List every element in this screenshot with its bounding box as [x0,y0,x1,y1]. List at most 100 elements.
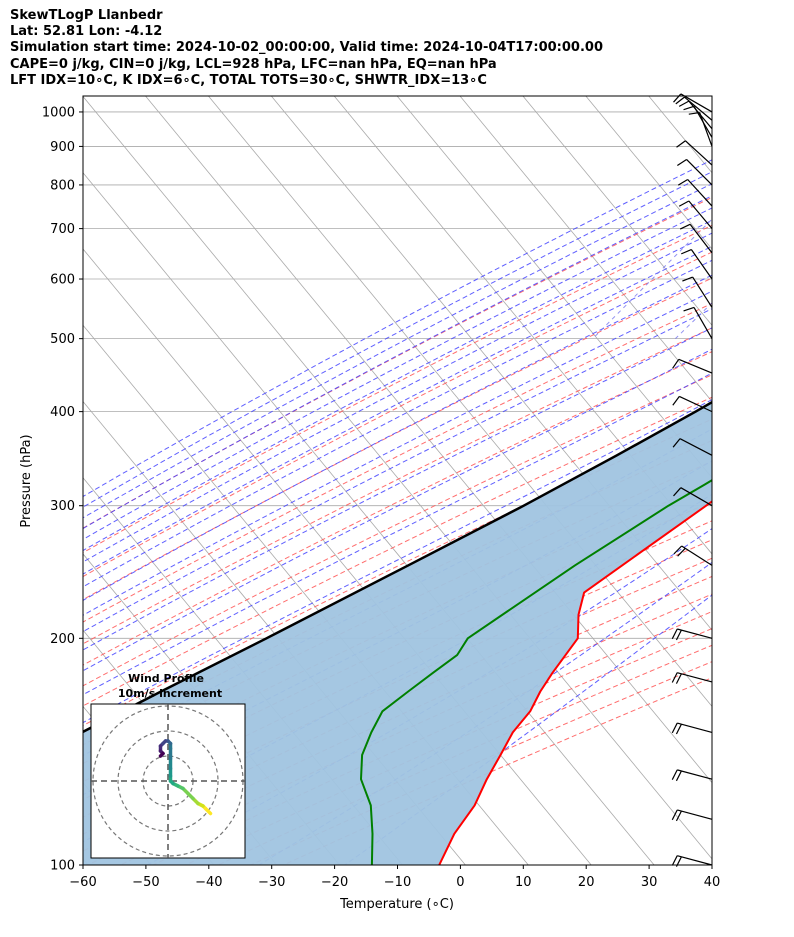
wind-barb-flag [678,200,690,207]
dry-adiabat-line [83,539,712,835]
wind-barb [677,178,713,207]
wind-barb [673,93,713,113]
time-line: Simulation start time: 2024-10-02_00:00:… [10,40,603,55]
x-tick-label: −20 [321,875,348,890]
wind-barb-staff [699,112,713,147]
wind-barb [671,809,713,822]
wind-barb-flag [675,673,682,684]
moist-adiabat-line [83,372,712,696]
wind-barb-flag [675,96,685,105]
wind-barb-staff [690,249,713,280]
wind-barb-staff [688,200,713,229]
wind-barb-staff [680,487,713,507]
wind-barb-flag [676,140,686,148]
moist-adiabat-line [83,274,712,601]
wind-barb-flag [672,438,681,448]
wind-barb-flag [672,396,680,406]
wind-barb-flag [671,722,678,734]
wind-barb-flag [678,100,690,107]
wind-barb [682,276,713,308]
wind-barb-flag [673,93,682,103]
wind-barb-flag [675,810,682,822]
wind-barb [673,487,713,507]
x-tick-label: 0 [456,875,464,890]
parcel-line [83,400,712,734]
y-tick-label: 300 [50,499,75,514]
x-tick-label: −50 [132,875,159,890]
isotherm-line [522,96,712,326]
y-tick-label: 600 [50,273,75,288]
wind-barb-flag [673,545,683,555]
mixing-ratio-line [786,96,794,339]
wind-barb [683,306,713,339]
moist-adiabat-line [83,219,712,552]
cape-line: CAPE=0 j/kg, CIN=0 j/kg, LCL=928 hPa, LF… [10,57,497,72]
temperature-line [438,500,712,865]
y-tick-label: 700 [50,222,75,237]
wind-barb [671,672,713,684]
x-tick-label: 10 [515,875,532,890]
wind-barb [681,248,713,280]
x-tick-label: −10 [384,875,411,890]
wind-barb-staff [689,223,713,254]
moist-adiabat-line [83,232,712,563]
wind-barb-flag [688,111,700,115]
wind-barb-staff [686,159,713,186]
y-tick-label: 500 [50,332,75,347]
wind-barb-flag [683,306,695,312]
wind-barb-flag [677,178,688,186]
x-tick-label: −60 [69,875,96,890]
wind-barb [679,223,713,254]
isotherm-line [396,96,712,479]
isotherm-line [711,96,712,98]
indices-line: LFT IDX=10∘C, K IDX=6∘C, TOTAL TOTS=30∘C… [10,73,487,88]
wind-barb [678,200,713,229]
wind-barb-staff [677,672,713,683]
wind-barb-staff [677,809,713,820]
wind-barb-flag [677,158,687,167]
moist-adiabat-line [83,183,712,519]
wind-barb-staff [677,855,713,866]
y-axis-label: Pressure (hPa) [19,434,34,527]
isotherm-line [83,858,89,865]
wind-barb [677,158,713,186]
wind-barb-flag [677,547,686,557]
x-tick-label: 30 [641,875,658,890]
wind-barb-staff [677,628,713,639]
wind-barb [671,769,713,782]
isotherm-line [83,96,712,860]
wind-barb [672,395,713,413]
wind-barb-flag [671,769,678,780]
wind-barb-flag [675,629,682,641]
isotherm-line [459,96,712,403]
x-tick-label: 20 [578,875,595,890]
wind-barb [672,358,713,374]
moist-adiabat-line [83,327,712,651]
isotherm-line [83,172,655,865]
wind-barb-staff [679,395,713,413]
wind-barb-flag [682,276,693,282]
wind-barb-staff [679,438,713,456]
y-tick-label: 400 [50,405,75,420]
wind-barb-staff [677,722,713,733]
wind-barb [672,438,713,456]
y-tick-label: 100 [50,859,75,874]
moist-adiabat-line [83,245,712,575]
location-line: Lat: 52.81 Lon: -4.12 [10,24,163,39]
wind-barb-staff [693,307,713,339]
wind-barb-staff [684,96,713,121]
chart-title: SkewTLogP Llanbedr [10,8,163,23]
wind-barb-flag [679,223,691,230]
wind-barb-flag [671,855,678,866]
mixing-ratio-line [736,96,794,339]
dry-adiabat-line [83,327,712,645]
mixing-ratio-line [592,218,712,339]
wind-barb-staff [680,93,713,113]
wind-barb [671,722,713,735]
wind-barb [673,545,713,566]
wind-barb [675,96,713,121]
wind-barb-staff [681,545,713,566]
wind-barb-flag [675,723,682,735]
hodograph-subtitle: 10m/s increment [118,687,222,700]
wind-barb-flag [681,248,692,255]
